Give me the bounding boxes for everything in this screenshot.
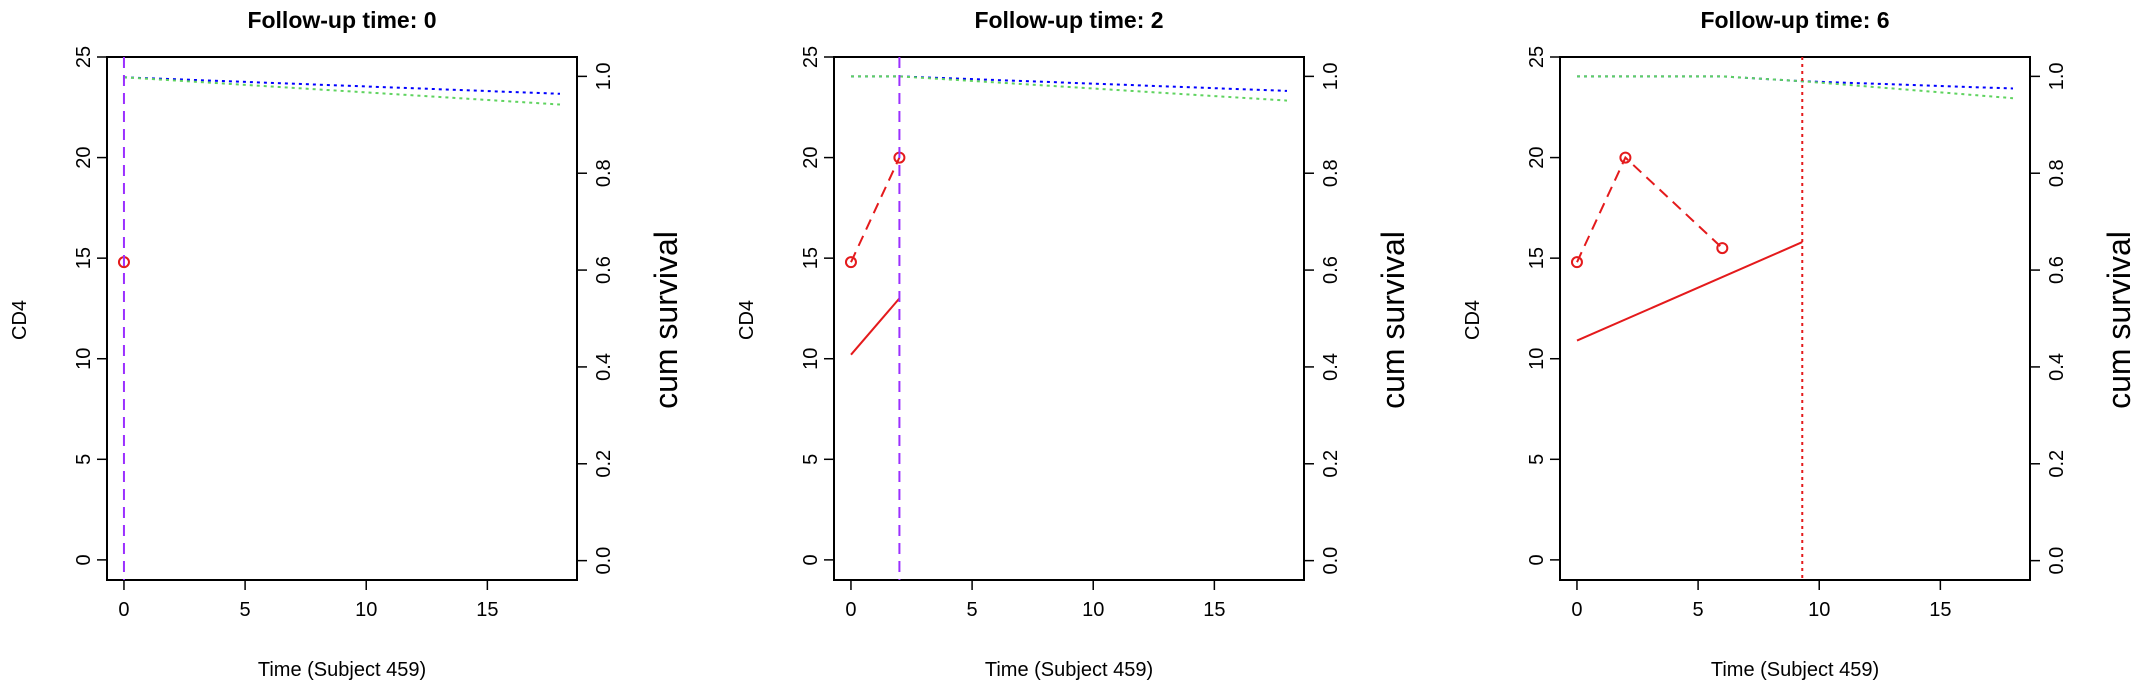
survival-upper-line xyxy=(851,75,1288,92)
observed-point xyxy=(1716,242,1729,255)
panel-title: Follow-up time: 0 xyxy=(247,7,436,33)
y2-tick-label: 0.2 xyxy=(2046,450,2068,478)
y-tick-label: 25 xyxy=(800,46,822,68)
x-tick-label: 5 xyxy=(1693,599,1704,621)
y2-tick-label: 0.0 xyxy=(593,547,615,575)
y-tick-label: 15 xyxy=(1526,247,1548,269)
y2-tick-label: 0.4 xyxy=(593,353,615,381)
x-tick-label: 5 xyxy=(967,599,978,621)
y-tick-label: 10 xyxy=(73,348,95,370)
y2-tick-label: 0.4 xyxy=(1320,353,1342,381)
observed-line xyxy=(850,157,901,263)
x-tick-label: 15 xyxy=(1203,599,1225,621)
panel-2: Follow-up time: 2 Time (Subject 459) CD4… xyxy=(736,7,1411,681)
y2-tick-label: 0.2 xyxy=(1320,450,1342,478)
y2-tick-label: 1.0 xyxy=(2046,62,2068,90)
y2-tick-label: 1.0 xyxy=(1320,62,1342,90)
y2-tick-label: 0.2 xyxy=(593,450,615,478)
y-tick-label: 15 xyxy=(73,247,95,269)
panel-1: Follow-up time: 0 Time (Subject 459) CD4… xyxy=(9,7,684,681)
y2-tick-label: 0.8 xyxy=(593,159,615,187)
y-tick-label: 15 xyxy=(800,247,822,269)
y-tick-label: 20 xyxy=(800,146,822,168)
y2-tick-label: 0.4 xyxy=(2046,353,2068,381)
observed-line xyxy=(1576,155,1723,263)
y-axis-title: CD4 xyxy=(9,300,31,340)
y-tick-label: 25 xyxy=(1526,46,1548,68)
x-tick-label: 0 xyxy=(845,599,856,621)
y2-tick-label: 0.6 xyxy=(593,256,615,284)
y-tick-label: 5 xyxy=(800,454,822,465)
panel-3: Follow-up time: 6 Time (Subject 459) CD4… xyxy=(1462,7,2136,681)
survival-lower-line xyxy=(851,75,1288,102)
y2-axis-title: cum survival xyxy=(648,231,684,409)
y2-axis-title: cum survival xyxy=(1375,231,1411,409)
y2-tick-label: 0.8 xyxy=(2046,159,2068,187)
y-tick-label: 0 xyxy=(1526,554,1548,565)
plot-frame xyxy=(106,56,578,581)
y2-tick-label: 0.0 xyxy=(2046,547,2068,575)
fitted-line xyxy=(850,297,901,356)
x-tick-label: 10 xyxy=(1082,599,1104,621)
y2-tick-label: 1.0 xyxy=(593,62,615,90)
x-tick-label: 10 xyxy=(1808,599,1830,621)
y-tick-label: 20 xyxy=(1526,146,1548,168)
x-tick-label: 5 xyxy=(240,599,251,621)
survival-lower-line xyxy=(1577,75,2014,100)
y2-tick-label: 0.6 xyxy=(2046,256,2068,284)
x-axis-title: Time (Subject 459) xyxy=(985,659,1153,681)
y-tick-label: 10 xyxy=(800,348,822,370)
panel-title: Follow-up time: 6 xyxy=(1700,7,1889,33)
x-tick-label: 10 xyxy=(355,599,377,621)
y-tick-label: 10 xyxy=(1526,348,1548,370)
x-tick-label: 15 xyxy=(476,599,498,621)
survival-upper-line xyxy=(1577,75,2014,90)
y2-tick-label: 0.6 xyxy=(1320,256,1342,284)
x-axis-title: Time (Subject 459) xyxy=(258,659,426,681)
x-tick-label: 0 xyxy=(118,599,129,621)
y-axis-title: CD4 xyxy=(736,300,758,340)
observed-point xyxy=(844,256,857,269)
plot-frame xyxy=(1559,56,2031,581)
observed-point xyxy=(1570,256,1583,269)
x-tick-label: 0 xyxy=(1571,599,1582,621)
fitted-line xyxy=(1576,241,1803,342)
y-axis-title: CD4 xyxy=(1462,300,1484,340)
y2-axis-title: cum survival xyxy=(2101,231,2136,409)
x-tick-label: 15 xyxy=(1929,599,1951,621)
panel-title: Follow-up time: 2 xyxy=(974,7,1163,33)
plot-frame xyxy=(833,56,1305,581)
survival-upper-line xyxy=(123,76,561,95)
y-tick-label: 5 xyxy=(1526,454,1548,465)
y-tick-label: 20 xyxy=(73,146,95,168)
y-tick-label: 25 xyxy=(73,46,95,68)
observed-point xyxy=(1619,151,1632,164)
y-tick-label: 0 xyxy=(800,554,822,565)
survival-lower-line xyxy=(123,76,561,106)
x-axis-title: Time (Subject 459) xyxy=(1711,659,1879,681)
y-tick-label: 0 xyxy=(73,554,95,565)
y2-tick-label: 0.8 xyxy=(1320,159,1342,187)
y-tick-label: 5 xyxy=(73,454,95,465)
y2-tick-label: 0.0 xyxy=(1320,547,1342,575)
